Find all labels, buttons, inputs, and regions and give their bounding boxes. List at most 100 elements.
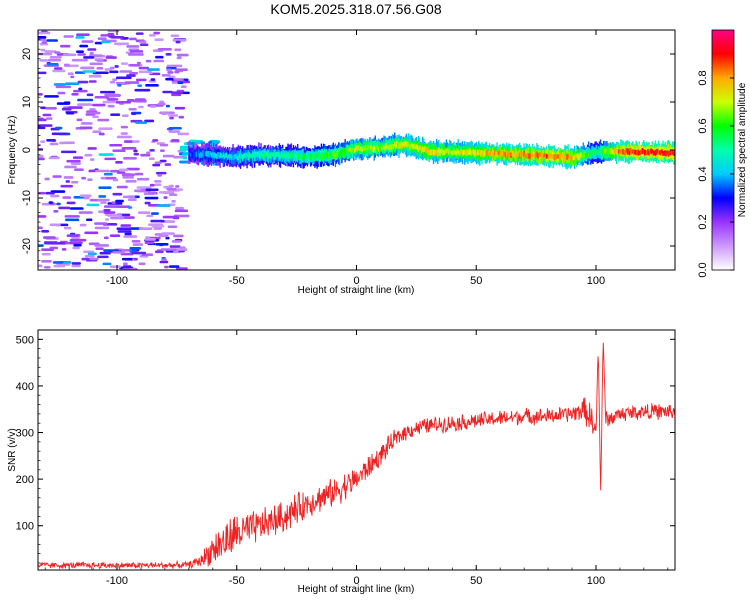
- noise-patch: [112, 178, 119, 182]
- noise-patch: [140, 153, 151, 157]
- noise-patch: [88, 80, 97, 83]
- noise-patch: [50, 190, 66, 193]
- chart-title: KOM5.2025.318.07.56.G08: [270, 1, 441, 17]
- noise-patch: [128, 206, 133, 209]
- y-tick-label: 500: [16, 334, 34, 346]
- noise-patch: [54, 126, 63, 130]
- y-tick-label: 0: [21, 147, 33, 153]
- noise-patch: [107, 30, 120, 33]
- noise-patch: [162, 154, 175, 158]
- noise-patch: [47, 58, 62, 62]
- noise-patch: [103, 172, 113, 176]
- noise-patch: [134, 98, 146, 101]
- noise-patch: [41, 229, 50, 233]
- noise-patch: [38, 31, 51, 35]
- noise-patch: [156, 204, 171, 207]
- noise-patch: [63, 35, 74, 38]
- noise-patch: [70, 238, 87, 242]
- noise-patch: [58, 206, 71, 210]
- spectrogram-y-ticks: -20 -10 0 10 20: [21, 29, 675, 271]
- x-tick-label: -100: [106, 275, 128, 287]
- noise-patch: [115, 161, 123, 164]
- noise-patch: [98, 210, 104, 213]
- noise-patch: [124, 81, 140, 84]
- noise-patch: [71, 58, 88, 62]
- y-tick-label: 20: [21, 48, 33, 60]
- noise-patch: [177, 132, 190, 136]
- noise-patch: [123, 140, 133, 143]
- noise-patch: [87, 147, 97, 150]
- noise-patch: [63, 226, 72, 230]
- noise-patch: [97, 198, 110, 202]
- noise-patch: [118, 168, 129, 172]
- noise-patch: [90, 158, 95, 161]
- noise-patch: [154, 38, 164, 42]
- colorbar-frame: [711, 29, 735, 271]
- noise-patch: [74, 168, 84, 172]
- noise-patch: [175, 185, 180, 188]
- noise-patch: [129, 37, 137, 41]
- noise-patch: [122, 195, 136, 199]
- colorbar-label: Normalized spectral amplitude: [737, 82, 748, 217]
- noise-patch: [88, 169, 96, 173]
- noise-patch: [155, 242, 169, 246]
- noise-patch: [126, 167, 140, 171]
- noise-patch: [60, 44, 71, 48]
- noise-patch: [51, 132, 67, 136]
- noise-patch: [63, 63, 70, 67]
- colorbar: [712, 30, 734, 270]
- noise-patch: [136, 186, 152, 189]
- noise-patch: [60, 184, 73, 188]
- noise-patch: [62, 53, 77, 57]
- noise-patch: [38, 226, 43, 230]
- colorbar-tick-label: 0.4: [697, 166, 709, 181]
- noise-patch: [50, 242, 66, 245]
- noise-patch: [107, 33, 115, 36]
- noise-patch: [79, 194, 92, 197]
- x-tick-label: -50: [229, 575, 245, 587]
- noise-patch: [174, 106, 186, 110]
- noise-patch: [56, 102, 71, 105]
- noise-patch: [45, 191, 55, 195]
- x-tick-label: 100: [587, 275, 605, 287]
- noise-patch: [46, 39, 58, 42]
- noise-patch: [71, 264, 81, 268]
- noise-patch: [167, 71, 174, 74]
- spectrogram-ridge: [188, 132, 675, 170]
- noise-patch: [41, 252, 51, 256]
- noise-patch: [135, 32, 144, 35]
- noise-patch: [129, 64, 141, 67]
- x-tick-label: 0: [353, 575, 359, 587]
- noise-patch: [38, 52, 53, 56]
- noise-patch: [38, 35, 47, 39]
- noise-patch: [134, 88, 151, 92]
- noise-patch: [49, 223, 61, 227]
- noise-patch: [131, 240, 141, 243]
- y-tick-label: 100: [16, 521, 34, 533]
- colorbar-ticks: 0.0 0.2 0.4 0.6 0.8: [697, 70, 734, 278]
- noise-patch: [69, 241, 83, 245]
- noise-patch: [100, 201, 107, 204]
- noise-patch: [120, 125, 129, 129]
- noise-patch: [41, 259, 52, 263]
- noise-patch: [86, 203, 100, 207]
- noise-patch: [98, 195, 107, 198]
- noise-patch: [97, 118, 110, 122]
- noise-patch: [87, 252, 97, 256]
- noise-patch: [94, 222, 108, 225]
- noise-patch: [92, 130, 102, 134]
- noise-patch: [71, 180, 79, 184]
- noise-patch: [96, 67, 104, 70]
- noise-patch: [172, 39, 187, 42]
- noise-patch: [157, 48, 172, 51]
- noise-patch: [116, 227, 132, 231]
- noise-patch: [103, 211, 116, 214]
- noise-patch: [128, 53, 144, 56]
- noise-patch: [38, 126, 46, 130]
- noise-patch: [89, 257, 99, 261]
- colorbar-tick-label: 0.8: [697, 70, 709, 85]
- noise-patch: [120, 224, 132, 227]
- noise-patch: [162, 90, 173, 94]
- noise-patch: [138, 70, 152, 74]
- noise-patch: [168, 184, 174, 188]
